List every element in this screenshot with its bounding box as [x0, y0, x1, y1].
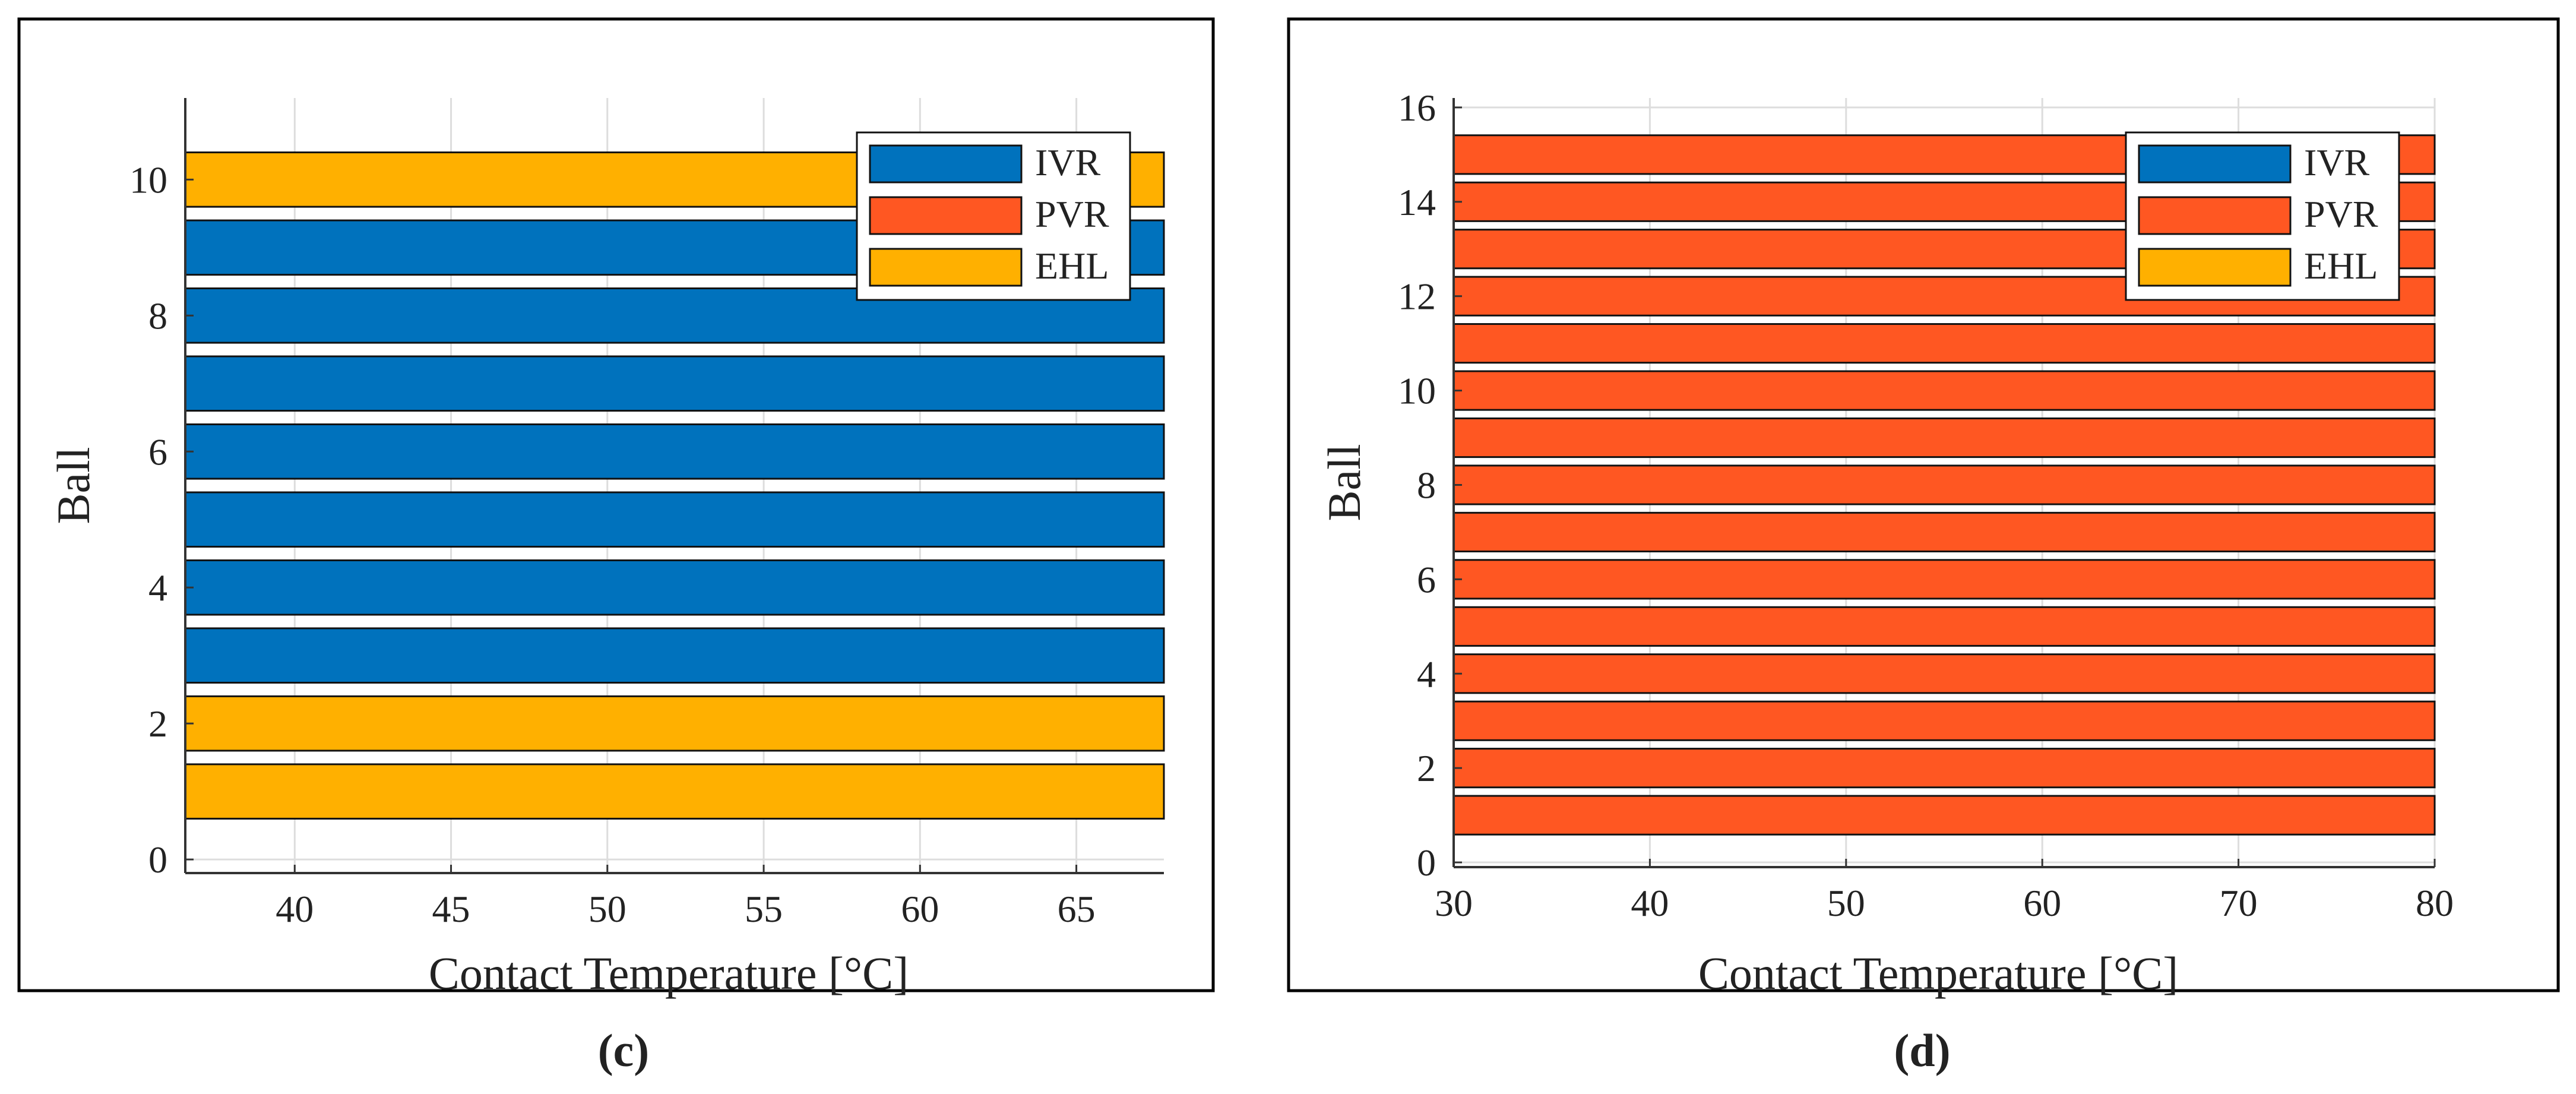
y-tick-label: 0 — [148, 839, 167, 881]
legend-swatch-ivr — [2138, 144, 2292, 184]
x-tick-label: 45 — [432, 888, 470, 930]
y-tick-label: 14 — [1398, 181, 1436, 223]
legend-label-ehl: EHL — [1035, 245, 1109, 287]
bar-ball-2 — [1452, 748, 2436, 789]
legend-swatch-ivr — [869, 144, 1023, 184]
x-tick-label: 30 — [1435, 882, 1473, 924]
legend: IVR PVR EHL — [2125, 131, 2400, 301]
y-tick-label: 8 — [1417, 464, 1436, 506]
bar-ball-5 — [1452, 606, 2436, 647]
y-tick-label: 12 — [1398, 276, 1436, 318]
legend-swatch-ehl — [869, 248, 1023, 287]
legend: IVR PVR EHL — [856, 131, 1131, 301]
panel-label: (c) — [598, 1025, 650, 1076]
bar-ball-7 — [1452, 511, 2436, 552]
bar-ball-4 — [1452, 653, 2436, 694]
legend-label-pvr: PVR — [2304, 193, 2378, 235]
legend-label-pvr: PVR — [1035, 193, 1109, 235]
y-tick-label: 4 — [1417, 653, 1436, 695]
bar-ball-6 — [1452, 559, 2436, 600]
y-tick-label: 2 — [1417, 747, 1436, 789]
y-tick-label: 16 — [1398, 87, 1436, 129]
x-tick-label: 80 — [2416, 882, 2454, 924]
bar-ball-1 — [184, 763, 1165, 820]
x-tick-label: 60 — [901, 888, 939, 930]
bar-ball-1 — [1452, 795, 2436, 836]
panel-c: 40 45 50 55 60 65 0 2 4 6 8 10 Contact Temperature [… — [17, 17, 1215, 1076]
bar-ball-8 — [1452, 464, 2436, 505]
y-tick-label: 4 — [148, 567, 167, 609]
legend-label-ehl: EHL — [2304, 245, 2378, 287]
x-axis-label: Contact Temperature [°C] — [1698, 947, 2178, 999]
bar-ball-3 — [184, 627, 1165, 684]
y-axis-label: Ball — [48, 447, 99, 524]
x-tick-label: 40 — [276, 888, 314, 930]
legend-label-ivr: IVR — [2304, 141, 2370, 184]
x-axis-label: Contact Temperature [°C] — [429, 947, 909, 999]
bar-ball-9 — [1452, 417, 2436, 459]
bar-ball-4 — [184, 559, 1165, 616]
y-tick-label: 2 — [148, 703, 167, 745]
x-tick-label: 60 — [2023, 882, 2061, 924]
y-tick-label: 10 — [129, 159, 167, 201]
bar-ball-6 — [184, 423, 1165, 480]
bar-ball-3 — [1452, 700, 2436, 741]
bar-ball-2 — [184, 695, 1165, 752]
bar-ball-5 — [184, 491, 1165, 548]
bar-ball-11 — [1452, 323, 2436, 364]
y-tick-label: 0 — [1417, 842, 1436, 884]
legend-label-ivr: IVR — [1035, 141, 1101, 184]
y-axis-label: Ball — [1318, 444, 1370, 521]
legend-swatch-pvr — [869, 196, 1023, 235]
y-tick-label: 8 — [148, 295, 167, 337]
y-tick-label: 10 — [1398, 370, 1436, 412]
x-tick-label: 50 — [588, 888, 626, 930]
bar-ball-7 — [184, 355, 1165, 412]
x-tick-label: 40 — [1631, 882, 1669, 924]
bar-ball-10 — [1452, 370, 2436, 411]
panel-d: 30 40 50 60 70 80 0 2 4 6 8 10 12 14 16 Contact Tempera… — [1287, 17, 2560, 1076]
x-tick-label: 70 — [2220, 882, 2258, 924]
x-tick-label: 65 — [1058, 888, 1096, 930]
legend-swatch-ehl — [2138, 248, 2292, 287]
panel-label: (d) — [1894, 1025, 1950, 1076]
x-tick-label: 50 — [1827, 882, 1865, 924]
y-tick-label: 6 — [1417, 558, 1436, 600]
y-tick-label: 6 — [148, 431, 167, 473]
x-tick-label: 55 — [745, 888, 783, 930]
legend-swatch-pvr — [2138, 196, 2292, 235]
